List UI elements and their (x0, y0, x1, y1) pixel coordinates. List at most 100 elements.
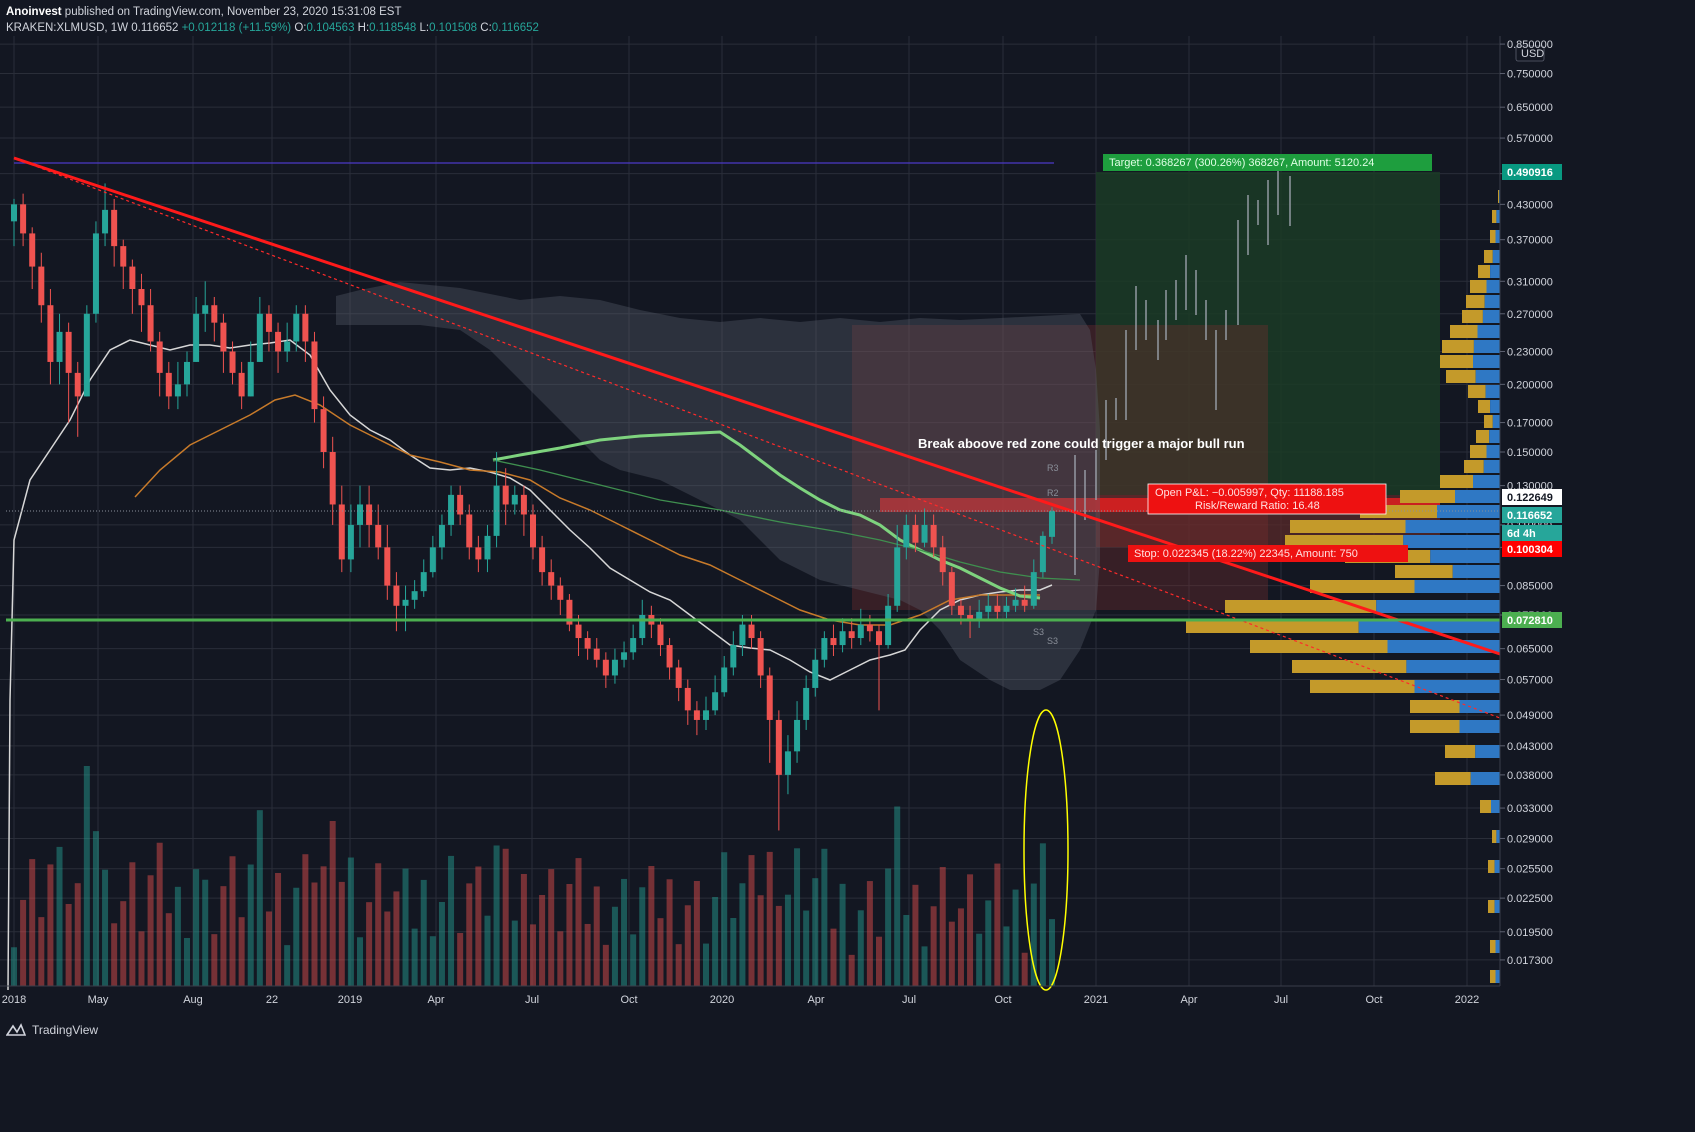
chart-header: Anoinvest published on TradingView.com, … (6, 4, 539, 36)
candle-body (621, 652, 628, 660)
volume-bar (311, 882, 318, 986)
volume-bar (475, 866, 482, 986)
volume-bar (530, 924, 536, 986)
candle-body (530, 514, 536, 548)
volume-bar (976, 933, 983, 986)
volume-bar (775, 905, 782, 986)
y-tick-label: 0.057000 (1507, 675, 1553, 687)
candle-body (411, 591, 418, 600)
candle-body (1030, 572, 1037, 606)
profile-bar-sell (1442, 340, 1474, 353)
volume-bar (229, 856, 236, 986)
profile-bar-sell (1490, 940, 1496, 953)
candle-body (575, 624, 582, 639)
candle-body (630, 638, 637, 653)
candle-body (1003, 605, 1010, 612)
price-change: +0.012118 (+11.59%) (181, 22, 292, 34)
candle-body (393, 585, 400, 606)
volume-bar (429, 936, 436, 986)
x-tick-label: 2021 (1084, 994, 1108, 1006)
volume-bar (1021, 952, 1028, 986)
candle-body (903, 524, 910, 548)
x-tick-label: 2022 (1455, 994, 1479, 1006)
red-zone (852, 325, 1268, 610)
profile-bar-buy (1459, 720, 1500, 733)
volume-bar (448, 855, 455, 986)
profile-bar-buy (1414, 680, 1500, 693)
candle-body (229, 351, 236, 373)
candle-body (666, 645, 673, 668)
cloud-shape (336, 282, 1100, 690)
candle-body (1039, 535, 1046, 573)
volume-bar (466, 883, 473, 986)
profile-bar-sell (1400, 490, 1455, 503)
volume-bar (47, 864, 54, 986)
volume-highlight-ellipse (1023, 709, 1069, 991)
y-tick-label: 0.150000 (1507, 447, 1553, 459)
x-axis-ticks: 2018 May Aug 22 2019 Apr Jul Oct 2020 Apr Jul Oct 20… (2, 994, 1479, 1006)
volume-bar (766, 851, 773, 986)
volume-bar (921, 946, 928, 986)
volume-bar (903, 915, 910, 986)
position-zones (336, 172, 1440, 690)
candle-body (794, 719, 801, 752)
pivot-r3: R3 (1047, 463, 1059, 473)
candle-body (967, 615, 974, 622)
projected-candles (1074, 170, 1291, 575)
candle-body (293, 313, 300, 342)
volume-profile (1186, 190, 1500, 983)
candle-body (803, 687, 810, 720)
y-tick-label: 0.017300 (1507, 955, 1553, 967)
x-tick-label: May (88, 994, 109, 1006)
symbol-interval[interactable]: KRAKEN:XLMUSD, 1W (6, 22, 129, 34)
volume-bars (11, 766, 1055, 986)
candle-body (748, 624, 755, 639)
volume-bar (948, 921, 955, 986)
y-tick-label: 0.370000 (1507, 235, 1553, 247)
volume-bar (375, 863, 382, 986)
volume-bar (302, 854, 309, 986)
candle-body (611, 659, 618, 676)
volume-bar (1003, 926, 1010, 986)
last-price: 0.116652 (131, 22, 179, 34)
volume-bar (11, 947, 17, 986)
profile-bar-buy (1484, 295, 1500, 308)
volume-bar (147, 875, 154, 986)
axes: USD 0.850000 0.750000 0.650000 0.570000 0.49… (0, 36, 1562, 1006)
candle-body (894, 547, 901, 606)
candle-body (402, 599, 409, 606)
pivot-r2: R2 (1047, 488, 1059, 498)
profile-bar-buy (1405, 520, 1500, 533)
price-tag (1502, 525, 1562, 541)
candle-body (739, 624, 746, 646)
price-chart[interactable]: Target: 0.368267 (300.26%) 368267, Amoun… (0, 0, 1568, 1047)
volume-bar (803, 910, 810, 986)
profile-bar-buy (1496, 830, 1500, 843)
profile-bar-sell (1410, 700, 1460, 713)
profile-bar-buy (1495, 940, 1500, 953)
x-tick-label: Jul (1274, 994, 1288, 1006)
volume-bar (639, 887, 646, 986)
volume-bar (575, 858, 582, 986)
author-name[interactable]: Anoinvest (6, 6, 62, 18)
risk-reward-label: Risk/Reward Ratio: 16.48 (1195, 500, 1320, 512)
volume-bar (830, 928, 837, 986)
y-tick-label: 0.085000 (1507, 581, 1553, 593)
price-tag-label: 6d 4h (1507, 528, 1536, 540)
y-tick-label: 0.038000 (1507, 770, 1553, 782)
volume-bar (675, 944, 682, 986)
moving-averages (7, 339, 1081, 991)
volume-bar (502, 848, 509, 986)
volume-bar (1049, 919, 1055, 986)
volume-bar (684, 905, 691, 986)
volume-bar (211, 934, 218, 986)
profile-bar-buy (1492, 415, 1500, 428)
volume-bar (520, 874, 527, 986)
profile-bar-sell (1462, 310, 1483, 323)
volume-bar (630, 934, 637, 986)
price-tag (1502, 541, 1562, 557)
candle-body (366, 504, 373, 525)
volume-bar (511, 920, 518, 986)
target-label: Target: 0.368267 (300.26%) 368267, Amoun… (1109, 157, 1374, 169)
tradingview-logo-icon (6, 1023, 26, 1036)
